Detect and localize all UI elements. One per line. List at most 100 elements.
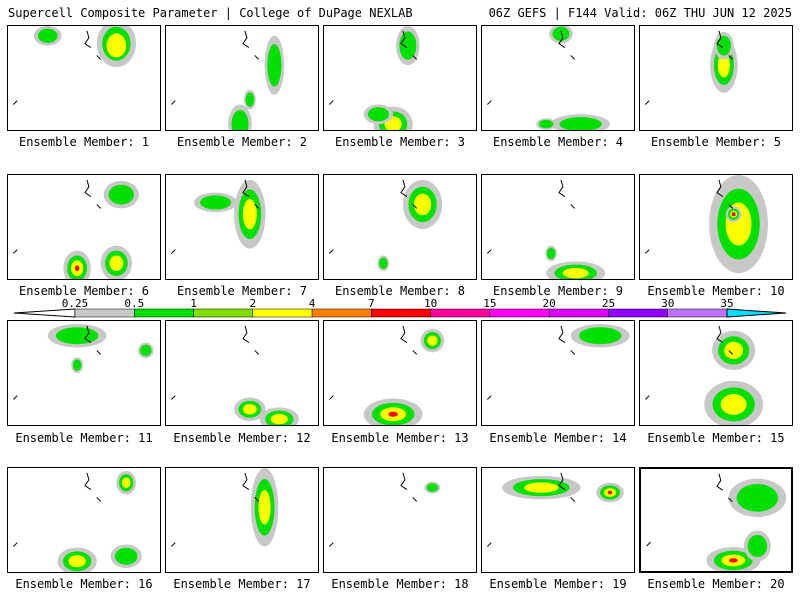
map-plot bbox=[13, 323, 154, 400]
scp-contour bbox=[55, 327, 99, 345]
coastline bbox=[171, 472, 260, 547]
ensemble-member-label: Ensemble Member: 14 bbox=[489, 431, 627, 445]
map-plot bbox=[329, 325, 445, 425]
scp-contour bbox=[607, 490, 613, 495]
ensemble-member-panel[interactable] bbox=[639, 320, 793, 426]
colorbar-tick-label: 0.5 bbox=[124, 297, 145, 310]
coastline bbox=[487, 325, 576, 400]
ensemble-member-panel[interactable] bbox=[7, 467, 161, 573]
colorbar-tick-label: 1 bbox=[190, 297, 197, 310]
map-plot bbox=[329, 179, 443, 272]
scp-contour bbox=[388, 411, 398, 417]
scp-contour bbox=[270, 413, 288, 425]
colorbar-segment bbox=[667, 308, 728, 318]
scp-contour bbox=[242, 199, 257, 230]
page-title: Supercell Composite Parameter | College … bbox=[8, 6, 413, 20]
colorbar-tick-label: 4 bbox=[308, 297, 316, 310]
coastline bbox=[645, 179, 734, 254]
ensemble-member-panel[interactable] bbox=[165, 25, 319, 131]
scp-contour bbox=[242, 404, 257, 415]
colorbar-segment bbox=[608, 308, 668, 318]
ensemble-member-panel[interactable] bbox=[481, 320, 635, 426]
ensemble-member-label: Ensemble Member: 7 bbox=[176, 284, 308, 298]
scp-contour bbox=[578, 327, 622, 345]
ensemble-member-panel[interactable] bbox=[7, 320, 161, 426]
coastline bbox=[645, 30, 734, 105]
scp-contour bbox=[747, 534, 768, 558]
scp-contour bbox=[413, 193, 432, 216]
ensemble-member-label: Ensemble Member: 10 bbox=[647, 284, 785, 298]
ensemble-member-label: Ensemble Member: 6 bbox=[18, 284, 150, 298]
map-plot bbox=[171, 468, 279, 547]
colorbar-right-arrow bbox=[726, 308, 787, 318]
coastline bbox=[171, 30, 260, 105]
scp-contour bbox=[427, 335, 438, 346]
ensemble-member-label: Ensemble Member: 5 bbox=[650, 135, 782, 149]
ensemble-member-panel[interactable] bbox=[323, 320, 477, 426]
coastline bbox=[646, 473, 733, 547]
scp-contour bbox=[716, 35, 731, 56]
colorbar-tick-label: 2 bbox=[249, 297, 257, 310]
map-plot bbox=[487, 26, 610, 130]
coastline bbox=[13, 325, 102, 400]
ensemble-member-label: Ensemble Member: 8 bbox=[334, 284, 466, 298]
scp-contour bbox=[121, 477, 131, 488]
ensemble-member-panel[interactable] bbox=[481, 25, 635, 131]
ensemble-member-panel[interactable] bbox=[639, 467, 793, 573]
colorbar-tick-label: 35 bbox=[720, 297, 734, 310]
ensemble-member-panel[interactable] bbox=[7, 174, 161, 280]
scp-contour bbox=[367, 107, 390, 122]
scp-contour bbox=[258, 489, 271, 525]
scp-contour bbox=[379, 257, 388, 269]
map-plot bbox=[487, 179, 606, 279]
colorbar-tick-label: 20 bbox=[542, 297, 556, 310]
scp-contour bbox=[37, 28, 58, 43]
map-plot bbox=[645, 175, 768, 274]
scp-contour bbox=[731, 212, 736, 217]
coastline bbox=[329, 472, 418, 547]
ensemble-member-label: Ensemble Member: 3 bbox=[334, 135, 466, 149]
coastline bbox=[487, 30, 576, 105]
ensemble-member-panel[interactable] bbox=[481, 174, 635, 280]
ensemble-member-panel[interactable] bbox=[639, 25, 793, 131]
map-plot bbox=[645, 325, 764, 425]
scp-contour bbox=[524, 482, 559, 493]
map-plot bbox=[329, 472, 441, 547]
scp-contour bbox=[717, 53, 730, 78]
scp-contour bbox=[736, 484, 779, 512]
scp-contour bbox=[68, 555, 86, 568]
scp-contour bbox=[426, 483, 439, 492]
scp-contour bbox=[399, 31, 417, 60]
ensemble-member-panel[interactable] bbox=[165, 467, 319, 573]
ensemble-member-panel[interactable] bbox=[323, 25, 477, 131]
coastline bbox=[329, 325, 418, 400]
ensemble-member-panel[interactable] bbox=[639, 174, 793, 280]
ensemble-member-panel[interactable] bbox=[323, 174, 477, 280]
scp-contour bbox=[552, 26, 570, 41]
ensemble-member-panel[interactable] bbox=[481, 467, 635, 573]
map-plot bbox=[13, 26, 136, 105]
scp-contour bbox=[559, 117, 602, 130]
colorbar-segment bbox=[74, 308, 135, 318]
ensemble-member-panel[interactable] bbox=[7, 25, 161, 131]
scp-contour bbox=[724, 341, 744, 360]
colorbar-segment bbox=[193, 308, 254, 318]
colorbar-segment bbox=[252, 308, 313, 318]
coastline bbox=[13, 472, 102, 547]
ensemble-member-panel[interactable] bbox=[165, 320, 319, 426]
coastline bbox=[329, 30, 418, 105]
scp-contour bbox=[720, 394, 747, 415]
scp-contour bbox=[114, 547, 138, 565]
map-plot bbox=[329, 26, 420, 130]
ensemble-member-label: Ensemble Member: 13 bbox=[331, 431, 469, 445]
ensemble-member-label: Ensemble Member: 18 bbox=[331, 577, 469, 591]
scp-contour bbox=[231, 109, 249, 130]
ensemble-member-panel[interactable] bbox=[165, 174, 319, 280]
ensemble-member-panel[interactable] bbox=[323, 467, 477, 573]
ensemble-member-label: Ensemble Member: 1 bbox=[18, 135, 150, 149]
map-plot bbox=[645, 30, 738, 105]
colorbar-tick-label: 25 bbox=[601, 297, 616, 310]
colorbar-tick-label: 0.25 bbox=[61, 297, 89, 310]
scp-contour bbox=[108, 184, 134, 205]
map-plot bbox=[487, 323, 630, 400]
